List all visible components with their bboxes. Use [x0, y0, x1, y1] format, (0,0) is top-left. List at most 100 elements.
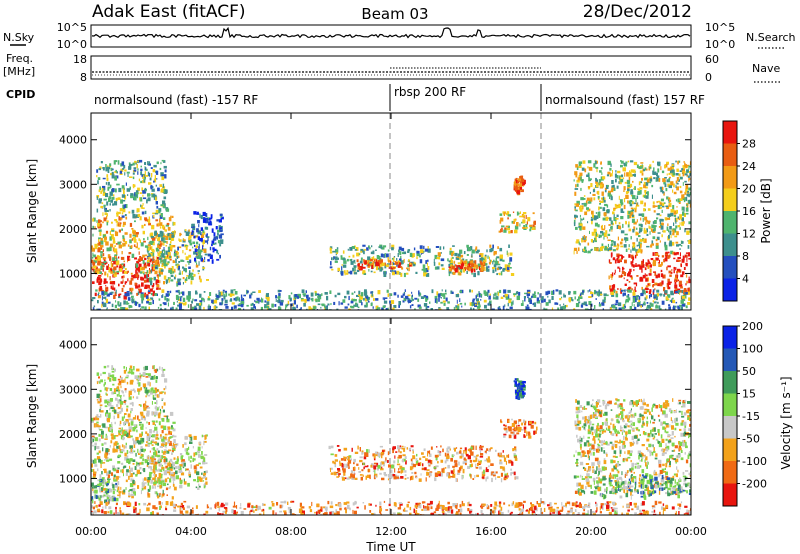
power-echo-region: [91, 215, 176, 278]
power-colorbar-swatch: [723, 166, 737, 189]
freq-tick-bottom: 8: [80, 71, 87, 84]
velocity-echo-field: [91, 365, 691, 515]
velocity-colorbar-tick: -50: [742, 433, 760, 446]
velocity-colorbar-swatch: [723, 416, 737, 439]
time-tick-label: 08:00: [275, 525, 307, 538]
velocity-echo-region: [91, 500, 691, 515]
power-echo-region: [608, 251, 691, 296]
power-echo-region: [91, 289, 691, 310]
velocity-echo-region: [500, 418, 538, 439]
cpid-segment-2: rbsp 200 RF: [394, 85, 466, 99]
power-echo-region: [146, 229, 210, 287]
power-echo-region: [573, 159, 691, 255]
velocity-colorbar-swatch: [723, 483, 737, 506]
cpid-label: CPID: [6, 88, 35, 101]
power-colorbar-swatch: [723, 233, 737, 256]
time-tick-label: 12:00: [375, 525, 407, 538]
nsearch-tick-bottom: 10^0: [705, 38, 735, 51]
nsky-tick-top: 10^5: [57, 21, 87, 34]
power-ytick-label: 2000: [59, 223, 87, 236]
time-tick-label: 00:00: [75, 525, 107, 538]
velocity-colorbar: -200 -100 -50 -15 15 50 100 200: [722, 320, 767, 507]
velocity-ytick-label: 4000: [59, 339, 87, 352]
velocity-colorbar-tick: -15: [742, 410, 760, 423]
velocity-colorbar-swatch: [723, 326, 737, 349]
velocity-colorbar-label: Velocity [m s⁻¹]: [779, 376, 793, 469]
nsearch-tick-top: 10^5: [705, 21, 735, 34]
velocity-colorbar-tick: -100: [742, 455, 767, 468]
cpid-segment-1: normalsound (fast) -157 RF: [94, 93, 258, 107]
freq-label-line2: [MHz]: [3, 65, 35, 78]
velocity-colorbar-tick: 200: [742, 320, 763, 333]
power-echo-field: [91, 159, 691, 310]
power-colorbar: 4 8 12 16 20 24 28: [722, 120, 756, 302]
velocity-colorbar-swatch: [723, 371, 737, 394]
nave-tick-bottom: 0: [705, 71, 712, 84]
power-ytick-label: 1000: [59, 267, 87, 280]
cpid-row: CPID normalsound (fast) -157 RF rbsp 200…: [6, 84, 705, 111]
nsky-tick-bottom: 10^0: [57, 38, 87, 51]
power-colorbar-tick: 12: [742, 228, 756, 241]
power-colorbar-tick: 20: [742, 183, 756, 196]
power-colorbar-swatch: [723, 256, 737, 279]
nsky-trace: [91, 26, 691, 39]
time-tick-label: 00:00: [675, 525, 707, 538]
power-echo-region: [433, 244, 515, 278]
power-echo-region: [191, 211, 224, 264]
velocity-echo-region: [328, 445, 519, 483]
velocity-colorbar-tick: -200: [742, 478, 767, 491]
freq-tick-top: 18: [73, 53, 87, 66]
velocity-ytick-label: 1000: [59, 472, 87, 485]
time-axis: 00:00 04:00 08:00 12:00 16:00 20:00 00:00: [75, 113, 707, 538]
plot-title: Adak East (fitACF): [92, 2, 246, 22]
velocity-ytick-label: 3000: [59, 383, 87, 396]
power-colorbar-swatch: [723, 188, 737, 211]
freq-panel: Freq. [MHz] 18 8 60 0 Nave: [3, 52, 782, 84]
velocity-echo-region: [599, 474, 691, 500]
velocity-colorbar-swatch: [723, 348, 737, 371]
beam-label: Beam 03: [361, 5, 428, 23]
velocity-colorbar-tick: 15: [742, 388, 756, 401]
velocity-echo-region: [146, 434, 208, 491]
power-echo-region: [356, 258, 413, 272]
velocity-ytick-label: 2000: [59, 428, 87, 441]
velocity-echo-region: [573, 398, 691, 496]
power-ytick-label: 3000: [59, 178, 87, 191]
power-echo-region: [513, 175, 526, 196]
date-label: 28/Dec/2012: [583, 2, 692, 22]
velocity-echo-region: [96, 365, 168, 416]
velocity-colorbar-swatch: [723, 393, 737, 416]
power-panel: 1000 2000 3000 4000 Slant Range [km] 4 8 12 16…: [25, 112, 773, 311]
power-colorbar-swatch: [723, 278, 737, 301]
time-tick-label: 20:00: [575, 525, 607, 538]
velocity-colorbar-tick: 50: [742, 365, 756, 378]
nsky-panel: N.Sky 10^5 10^0 10^5 10^0 N.Search: [3, 21, 796, 51]
velocity-colorbar-tick: 100: [742, 343, 763, 356]
power-echo-region: [96, 159, 170, 219]
time-tick-label: 04:00: [175, 525, 207, 538]
time-axis-label: Time UT: [365, 540, 416, 554]
power-colorbar-tick: 4: [742, 273, 749, 286]
power-colorbar-swatch: [723, 121, 737, 144]
freq-label-line1: Freq.: [6, 52, 33, 65]
nave-tick-top: 60: [705, 53, 719, 66]
power-colorbar-tick: 24: [742, 160, 756, 173]
time-tick-label: 16:00: [475, 525, 507, 538]
velocity-colorbar-swatch: [723, 461, 737, 484]
velocity-echo-region: [513, 378, 526, 400]
power-ylabel: Slant Range [km]: [25, 159, 39, 263]
power-colorbar-swatch: [723, 211, 737, 234]
power-colorbar-tick: 8: [742, 250, 749, 263]
power-colorbar-tick: 28: [742, 138, 756, 151]
power-colorbar-label: Power [dB]: [759, 178, 773, 243]
nsky-label: N.Sky: [3, 31, 35, 44]
nave-label: Nave: [752, 62, 780, 75]
velocity-colorbar-swatch: [723, 438, 737, 461]
cpid-segment-3: normalsound (fast) 157 RF: [545, 93, 705, 107]
power-colorbar-swatch: [723, 143, 737, 166]
power-ytick-label: 4000: [59, 134, 87, 147]
nsearch-label: N.Search: [746, 31, 796, 44]
power-echo-region: [448, 260, 486, 274]
velocity-echo-region: [91, 411, 177, 501]
